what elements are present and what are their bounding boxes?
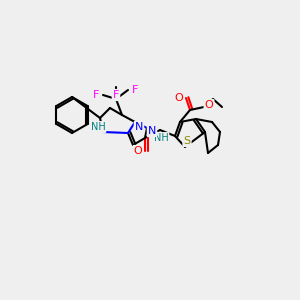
Text: NH: NH [91, 122, 105, 132]
Text: N: N [148, 126, 156, 136]
Text: O: O [205, 100, 213, 110]
Text: F: F [132, 85, 138, 95]
Text: N: N [135, 122, 143, 132]
Text: NH: NH [154, 133, 168, 143]
Text: O: O [175, 93, 183, 103]
Text: F: F [93, 90, 99, 100]
Text: O: O [134, 146, 142, 156]
Text: S: S [183, 136, 190, 146]
Text: F: F [113, 90, 119, 100]
